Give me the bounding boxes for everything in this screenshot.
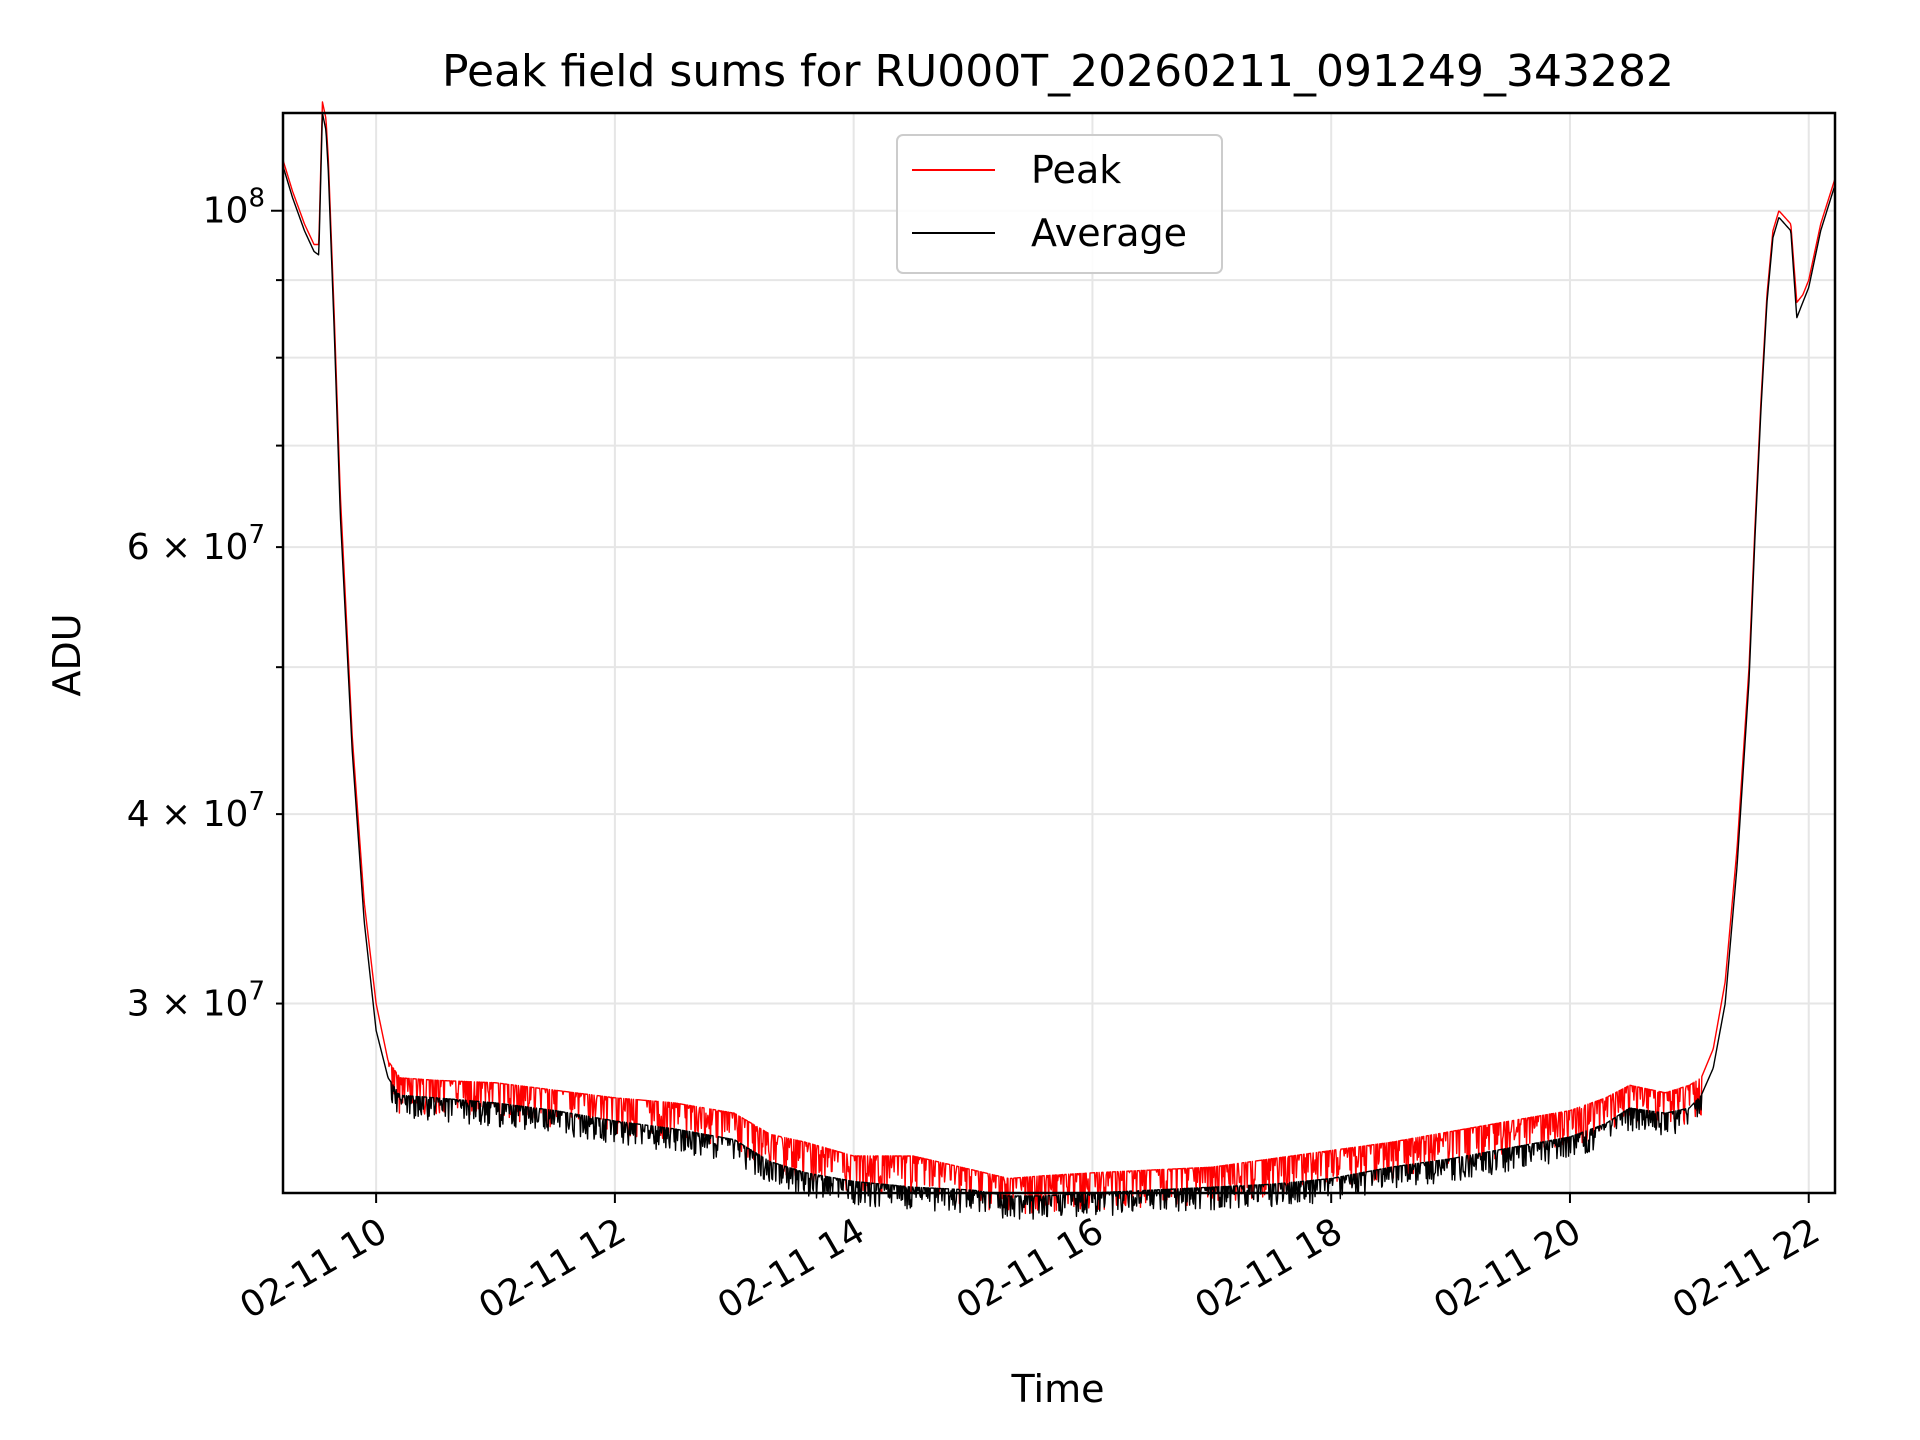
- x-axis-label: Time: [1011, 1367, 1105, 1411]
- x-tick-label: 02-11 22: [1666, 1211, 1827, 1327]
- series-line-average: [282, 112, 1836, 1220]
- legend: Peak Average: [896, 134, 1223, 274]
- x-tick-label: 02-11 14: [711, 1211, 872, 1327]
- legend-label-peak: Peak: [1031, 148, 1121, 192]
- legend-label-average: Average: [1031, 211, 1187, 255]
- chart-title: Peak field sums for RU000T_20260211_0912…: [442, 46, 1674, 97]
- series-lines: [282, 101, 1836, 1220]
- y-tick-label: 3 × 107: [127, 977, 265, 1025]
- y-axis-label: ADU: [45, 613, 89, 696]
- x-tick-label: 02-11 20: [1427, 1211, 1588, 1327]
- x-tick-label: 02-11 16: [950, 1211, 1111, 1327]
- x-tick-label: 02-11 12: [472, 1211, 633, 1327]
- grid-lines: [283, 113, 1835, 1193]
- plot-area-frame: [281, 111, 1837, 1195]
- x-tick-label: 02-11 10: [233, 1211, 394, 1327]
- y-tick-label: 6 × 107: [127, 520, 265, 568]
- y-tick-label: 4 × 107: [127, 787, 265, 835]
- y-tick-label: 108: [203, 184, 265, 232]
- x-tick-label: 02-11 18: [1189, 1211, 1350, 1327]
- y-axis-ticks: 108 3 × 107 4 × 107 6 × 107: [127, 184, 283, 1025]
